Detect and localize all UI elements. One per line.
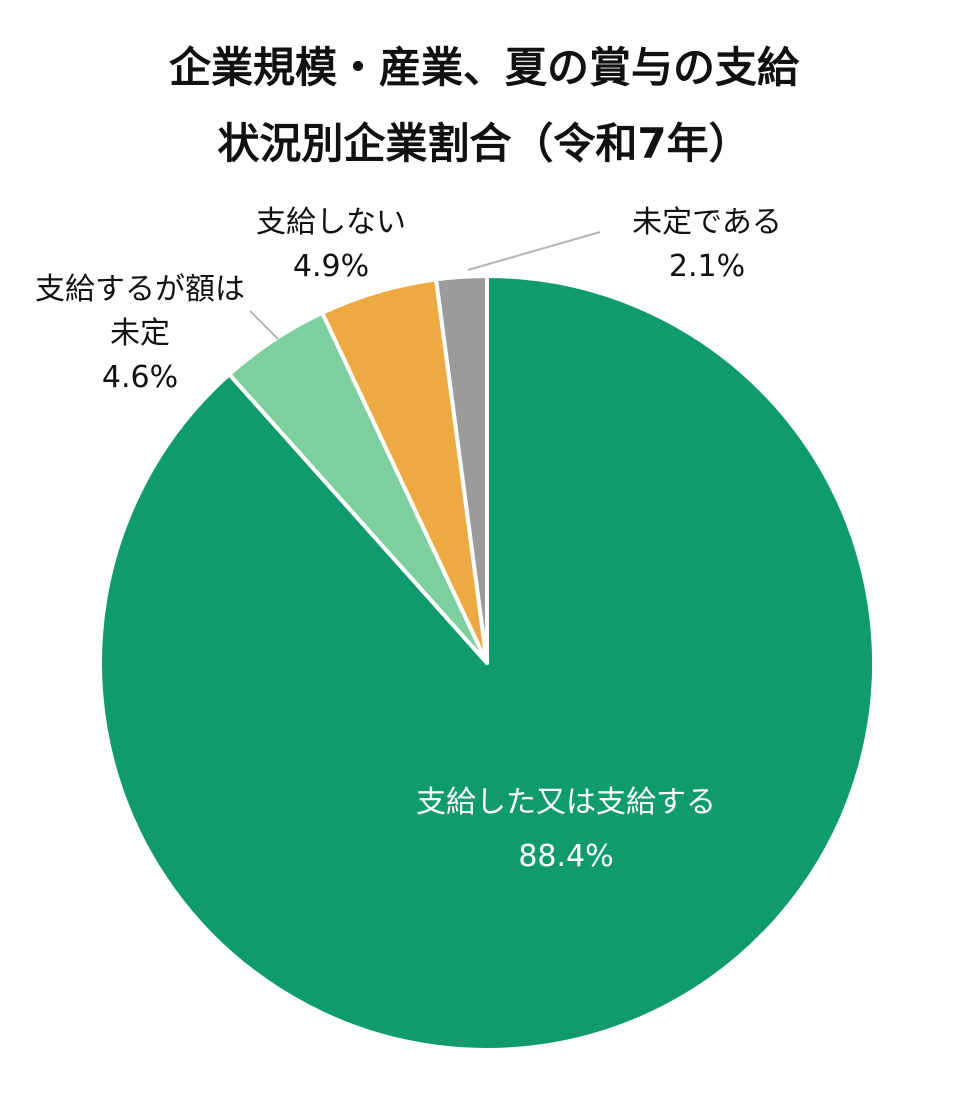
slice-label-undecided: 未定である [632, 205, 782, 240]
pie-slices [98, 274, 876, 1052]
slice-value-undecided: 2.1% [669, 249, 745, 284]
slice-label-amount-undecided: 未定 [110, 316, 170, 351]
chart-title-line-2: 状況別企業割合（令和7年） [217, 119, 750, 168]
slice-value-not-paid: 4.9% [293, 249, 369, 284]
leader-line-amount-undecided [249, 310, 279, 340]
leader-line-undecided [467, 231, 601, 271]
pie-slice-undecided [434, 274, 489, 665]
slice-label-amount-undecided: 支給するが額は [35, 272, 245, 307]
slice-label-not-paid: 支給しない [256, 205, 406, 240]
slice-label-paid: 支給した又は支給する [416, 785, 716, 820]
leader-lines [249, 231, 601, 340]
slice-value-paid: 88.4% [518, 839, 613, 874]
slice-value-amount-undecided: 4.6% [102, 360, 178, 395]
chart-title-line-1: 企業規模・産業、夏の賞与の支給 [169, 43, 800, 92]
